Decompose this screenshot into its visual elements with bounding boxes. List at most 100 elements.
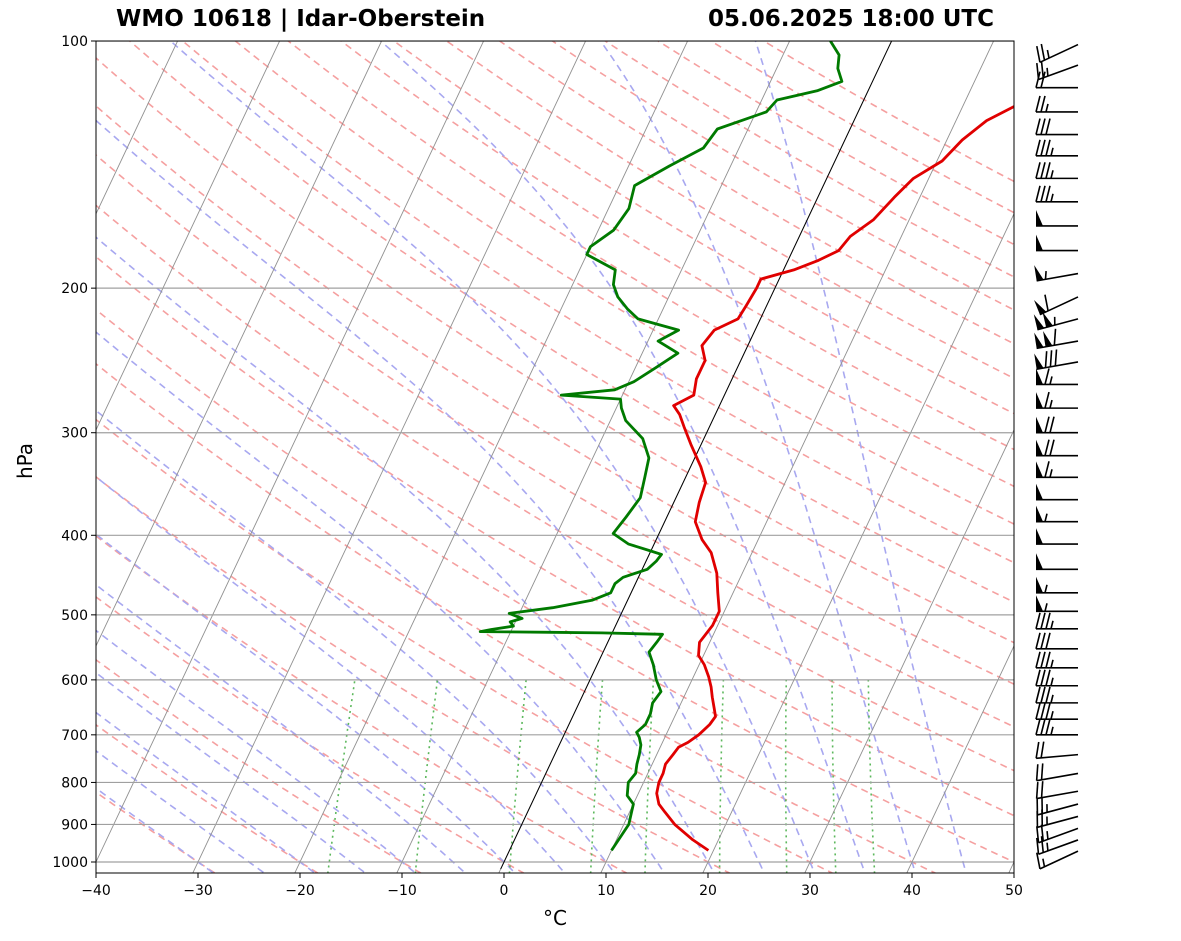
wind-barb — [1034, 294, 1079, 316]
wind-barb-full — [1040, 763, 1044, 780]
wind-barb-staff — [1036, 753, 1079, 760]
y-tick-label: 800 — [61, 775, 88, 791]
wind-barb — [1036, 209, 1078, 227]
moist-adiabat — [96, 330, 666, 873]
x-tick-label: −30 — [183, 883, 213, 899]
wind-barb-full — [1040, 669, 1046, 686]
wind-barb — [1036, 234, 1078, 252]
wind-barb-half — [1044, 584, 1048, 593]
wind-barb-staff — [1036, 340, 1079, 350]
wind-barb-full — [1040, 836, 1045, 853]
wind-barb — [1036, 391, 1078, 409]
y-tick-label: 1000 — [52, 855, 88, 871]
wind-barb-staff — [1036, 361, 1079, 371]
y-tick-label: 500 — [61, 608, 88, 624]
x-tick-label: 0 — [500, 883, 509, 899]
wind-barb-full — [1036, 63, 1040, 80]
mixing-ratio-line — [589, 679, 604, 873]
wind-barb-half — [1050, 711, 1054, 720]
x-tick-label: 10 — [597, 883, 615, 899]
isotherm — [96, 41, 179, 215]
wind-barb — [1035, 763, 1079, 782]
wind-barb-half — [1050, 620, 1054, 630]
wind-barb — [1034, 349, 1079, 371]
dry-adiabat — [96, 308, 1014, 863]
wind-barb-full — [1035, 139, 1041, 157]
wind-barb-staff — [1036, 272, 1079, 282]
dry-adiabat — [96, 255, 1014, 817]
wind-barb-half — [1050, 193, 1054, 203]
x-tick-label: 40 — [903, 883, 921, 899]
wind-barb-flag — [1034, 353, 1044, 370]
mixing-ratio-line — [831, 679, 837, 873]
wind-barb-flag — [1036, 234, 1043, 251]
moist-adiabat — [96, 583, 467, 873]
wind-barb-full — [1040, 741, 1045, 758]
wind-barb-flag — [1036, 461, 1043, 478]
wind-barb-full — [1045, 703, 1051, 720]
wind-barb-flag — [1033, 314, 1045, 330]
moist-adiabat — [96, 409, 616, 873]
wind-barb-full — [1045, 686, 1051, 704]
wind-barb-full — [1045, 651, 1051, 668]
wind-barb-flag — [1036, 528, 1043, 545]
wind-barb-full — [1044, 351, 1048, 368]
dewpoint-profile-line — [478, 41, 844, 852]
dry-adiabat — [96, 56, 1014, 644]
wind-barb-half — [1050, 694, 1054, 704]
wind-barb-half — [1044, 603, 1048, 612]
dry-adiabat — [96, 723, 320, 873]
y-tick-label: 100 — [61, 34, 88, 50]
x-tick-label: −10 — [387, 883, 417, 899]
wind-barb-full — [1035, 118, 1041, 135]
wind-barb-full — [1049, 350, 1053, 367]
wind-barb-full — [1045, 185, 1051, 203]
wind-barbs — [1033, 43, 1079, 870]
wind-barb — [1036, 836, 1079, 856]
wind-barb — [1035, 781, 1079, 800]
y-tick-label: 600 — [61, 673, 88, 689]
dry-adiabat — [286, 41, 1014, 488]
wind-barb-half — [1042, 858, 1046, 867]
wind-barb — [1035, 703, 1078, 721]
dry-adiabat — [762, 41, 1014, 183]
wind-barb-full — [1035, 782, 1039, 799]
y-tick-label: 200 — [61, 281, 88, 297]
wind-barb-staff — [1038, 839, 1079, 856]
mixing-ratio-line — [414, 679, 439, 873]
wind-barb-full — [1035, 741, 1040, 759]
isotherm — [96, 41, 485, 864]
wind-barb-full — [1040, 162, 1046, 179]
wind-barb-staff — [1036, 772, 1079, 782]
wind-barb-full — [1045, 162, 1051, 179]
dry-adiabat — [96, 475, 731, 873]
wind-barb-full — [1040, 43, 1046, 61]
isotherm — [96, 41, 383, 648]
wind-barb — [1035, 669, 1078, 687]
wind-barb — [1035, 139, 1078, 157]
isotherm — [600, 41, 995, 873]
wind-barb — [1036, 505, 1078, 523]
wind-barb-full — [1040, 686, 1046, 704]
dry-adiabat — [656, 41, 1014, 246]
wind-barb-half — [1050, 726, 1054, 736]
plot-frame — [95, 40, 1015, 874]
wind-barb-staff — [1038, 827, 1079, 844]
wind-barb-flag — [1036, 209, 1043, 226]
chart-title-right: 05.06.2025 18:00 UTC — [708, 6, 994, 32]
wind-barb-flag — [1036, 392, 1043, 409]
wind-barb — [1036, 461, 1078, 479]
isotherm — [702, 212, 1014, 873]
isotherm — [906, 644, 1014, 873]
wind-barb-half — [1049, 469, 1053, 478]
dry-adiabat — [96, 535, 629, 873]
wind-barb — [1035, 651, 1078, 669]
dry-adiabat — [96, 418, 834, 873]
wind-barb — [1036, 416, 1078, 434]
dry-adiabat — [392, 41, 1014, 415]
wind-barb-full — [1045, 632, 1051, 650]
wind-barb-flag — [1034, 265, 1044, 281]
y-axis-label: hPa — [13, 443, 37, 479]
wind-barb-flag — [1036, 368, 1043, 385]
wind-barb-full — [1040, 781, 1044, 798]
